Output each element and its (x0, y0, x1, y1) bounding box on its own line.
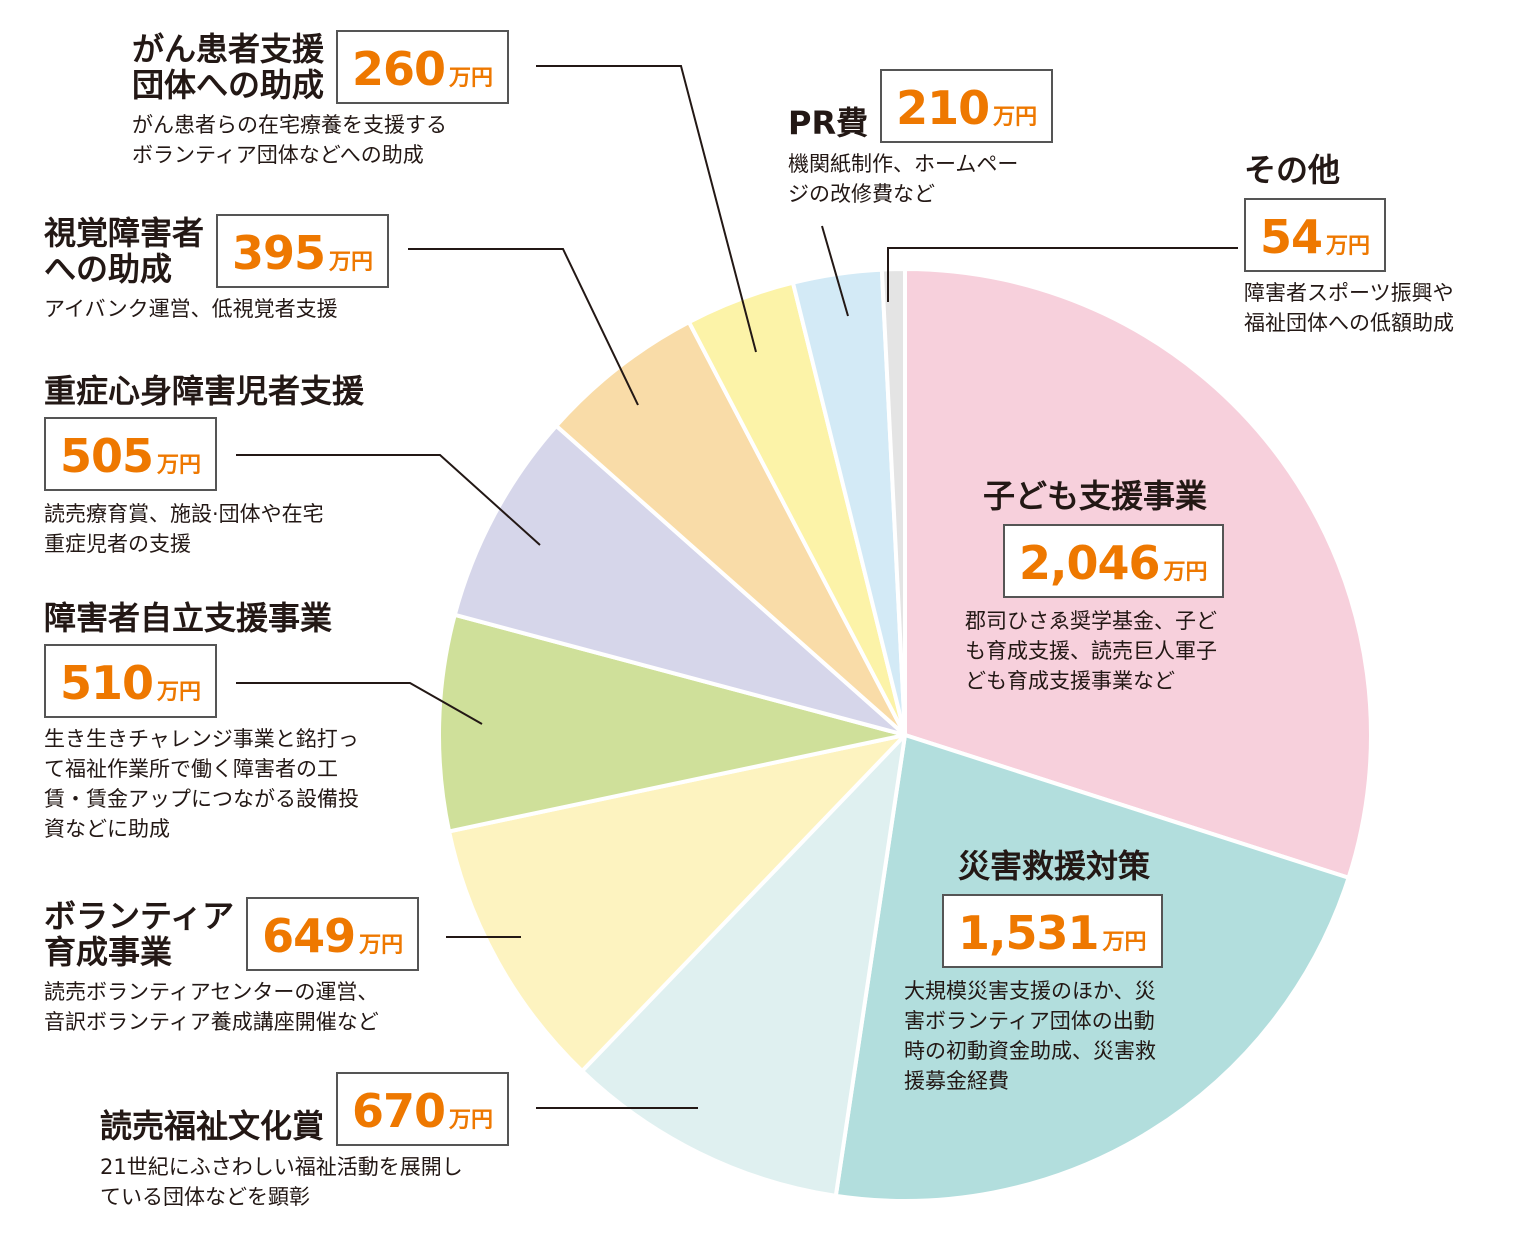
slice-description: 機関紙制作、ホームペー ジの改修費など (788, 152, 1019, 206)
leader-line-visual (408, 248, 639, 406)
label-volunteer-training: ボランティア 育成事業 649 万円 読売ボランティアセンターの運営、 音訳ボラン… (44, 897, 420, 1037)
slice-description: 生き生きチャレンジ事業と銘打っ て福祉作業所で働く障害者の工 賃・賃金アップにつ… (44, 727, 359, 841)
amount-unit: 万円 (1326, 234, 1371, 259)
amount-box: 395 万円 (216, 214, 390, 288)
amount-value: 54 (1260, 210, 1323, 264)
slice-title: ボランティア 育成事業 (44, 897, 235, 971)
label-other: その他 54 万円 障害者スポーツ振興や 福祉団体への低額助成 (1244, 152, 1454, 338)
slice-title: がん患者支援 団体への助成 (132, 30, 325, 104)
amount-value: 210 (896, 81, 990, 135)
amount-value: 2,046 (1019, 536, 1161, 590)
amount-unit: 万円 (329, 250, 374, 275)
amount-unit: 万円 (1163, 560, 1208, 585)
slice-title: 読売福祉文化賞 (100, 1107, 325, 1145)
amount-box: 260 万円 (336, 30, 510, 104)
label-cancer-support: がん患者支援 団体への助成 260 万円 がん患者らの在宅療養を支援する ボランテ… (132, 30, 510, 170)
slice-title: 災害救援対策 (957, 847, 1150, 885)
leader-line-cancer (536, 65, 757, 353)
slice-title: 障害者自立支援事業 (44, 599, 333, 637)
amount-unit: 万円 (157, 680, 202, 705)
amount-box: 2,046 万円 (1003, 524, 1224, 598)
slice-description: がん患者らの在宅療養を支援する ボランティア団体などへの助成 (132, 113, 447, 167)
amount-value: 505 (60, 429, 154, 483)
slice-description: 郡司ひさゑ奨学基金、子ど も育成支援、読売巨人軍子 ども育成支援事業など (965, 609, 1217, 693)
amount-box: 649 万円 (246, 897, 420, 971)
amount-box: 1,531 万円 (942, 894, 1163, 968)
slice-title: 重症心身障害児者支援 (44, 372, 365, 410)
pie-slice-visual-impairment (554, 320, 907, 737)
amount-unit: 万円 (993, 105, 1038, 130)
amount-box: 505 万円 (44, 417, 218, 491)
slice-title: 視覚障害者 への助成 (44, 214, 205, 288)
label-pr: PR費 210 万円 機関紙制作、ホームペー ジの改修費など (788, 69, 1054, 209)
slice-description: アイバンク運営、低視覚者支援 (44, 297, 338, 321)
slice-title: 子ども支援事業 (982, 477, 1207, 515)
pie-slice-other (879, 266, 907, 737)
leader-line-independence (236, 682, 483, 725)
pie-slice-volunteer-training (447, 733, 907, 1074)
leader-line-pr (821, 225, 849, 317)
label-welfare-award: 読売福祉文化賞 670 万円 21世紀にふさわしい福祉活動を展開し ている団体など… (100, 1072, 510, 1212)
amount-unit: 万円 (449, 1108, 494, 1133)
label-visual-impairment: 視覚障害者 への助成 395 万円 アイバンク運営、低視覚者支援 (44, 214, 390, 324)
amount-unit: 万円 (157, 453, 202, 478)
amount-value: 1,531 (958, 906, 1100, 960)
amount-box: 54 万円 (1244, 198, 1387, 272)
pie-slice-severe-disability (452, 423, 907, 737)
label-disaster: 災害救援対策 1,531 万円 大規模災害支援のほか、災 害ボランティア団体の出動… (904, 848, 1224, 1096)
amount-value: 649 (262, 909, 356, 963)
slice-description: 21世紀にふさわしい福祉活動を展開し ている団体などを顕彰 (100, 1155, 463, 1209)
label-children: 子ども支援事業 2,046 万円 郡司ひさゑ奨学基金、子ど も育成支援、読売巨人軍… (965, 478, 1265, 696)
amount-box: 210 万円 (880, 69, 1054, 143)
amount-box: 670 万円 (336, 1072, 510, 1146)
leader-line-severe (236, 454, 541, 546)
pie-slice-independence-support (437, 612, 907, 834)
amount-unit: 万円 (449, 66, 494, 91)
slice-description: 読売療育賞、施設·団体や在宅 重症児者の支援 (44, 502, 324, 556)
amount-box: 510 万円 (44, 644, 218, 718)
slice-description: 読売ボランティアセンターの運営、 音訳ボランティア養成講座開催など (44, 980, 379, 1034)
amount-value: 670 (352, 1084, 446, 1138)
amount-value: 395 (232, 226, 326, 280)
amount-value: 510 (60, 656, 154, 710)
slice-description: 大規模災害支援のほか、災 害ボランティア団体の出動 時の初動資金助成、災害救 援… (904, 979, 1156, 1093)
label-severe-disability: 重症心身障害児者支援 505 万円 読売療育賞、施設·団体や在宅 重症児者の支援 (44, 373, 364, 559)
amount-unit: 万円 (1102, 930, 1147, 955)
leader-line-other (887, 247, 1238, 302)
amount-unit: 万円 (359, 933, 404, 958)
amount-value: 260 (352, 42, 446, 96)
slice-title: PR費 (788, 104, 869, 142)
slice-description: 障害者スポーツ振興や 福祉団体への低額助成 (1244, 281, 1454, 335)
label-independence-support: 障害者自立支援事業 510 万円 生き生きチャレンジ事業と銘打っ て福祉作業所で働… (44, 600, 359, 844)
slice-title: その他 (1244, 151, 1341, 189)
pie-slice-welfare-award (580, 733, 907, 1198)
